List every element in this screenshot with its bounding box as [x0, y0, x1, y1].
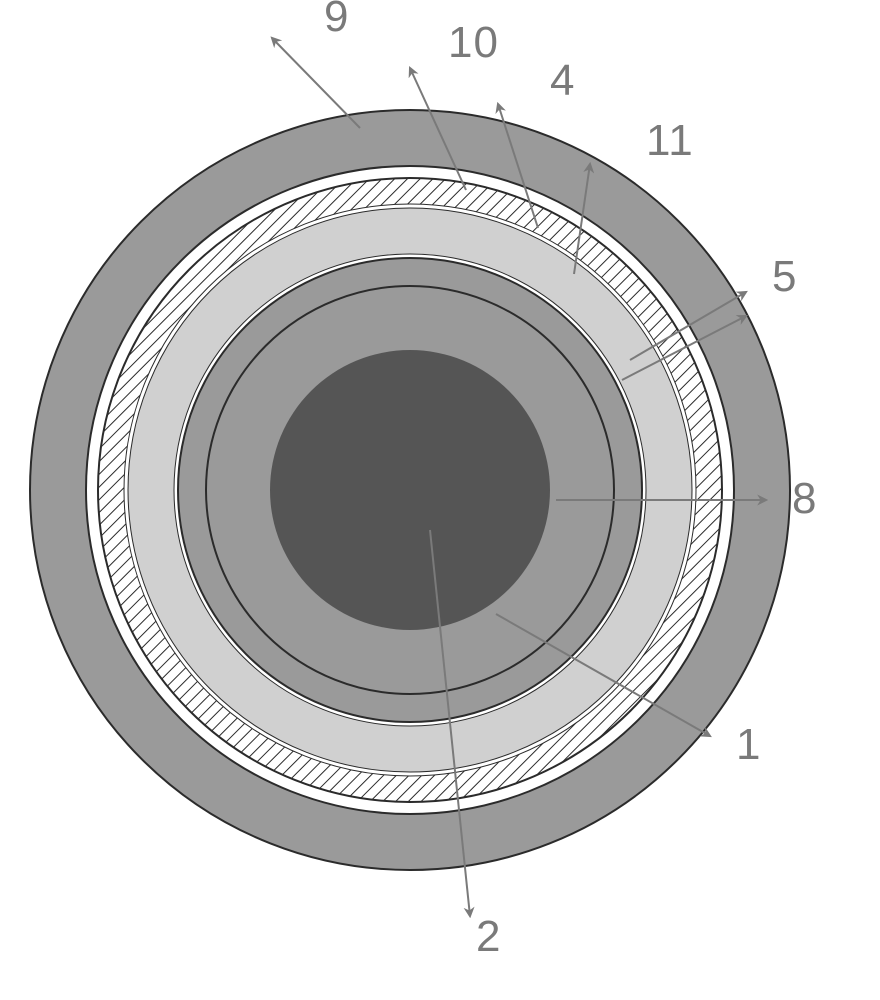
callout-arrow: [272, 38, 360, 128]
concentric-ring-diagram: [0, 0, 880, 1000]
callout-label-8: 8: [792, 474, 817, 524]
callout-label-10: 10: [448, 18, 499, 68]
callout-label-1: 1: [736, 720, 761, 770]
callout-label-4: 4: [550, 56, 575, 106]
callout-label-9: 9: [324, 0, 349, 42]
callout-label-5: 5: [772, 252, 797, 302]
callout-label-2: 2: [476, 912, 501, 962]
callout-label-11: 11: [646, 116, 694, 166]
